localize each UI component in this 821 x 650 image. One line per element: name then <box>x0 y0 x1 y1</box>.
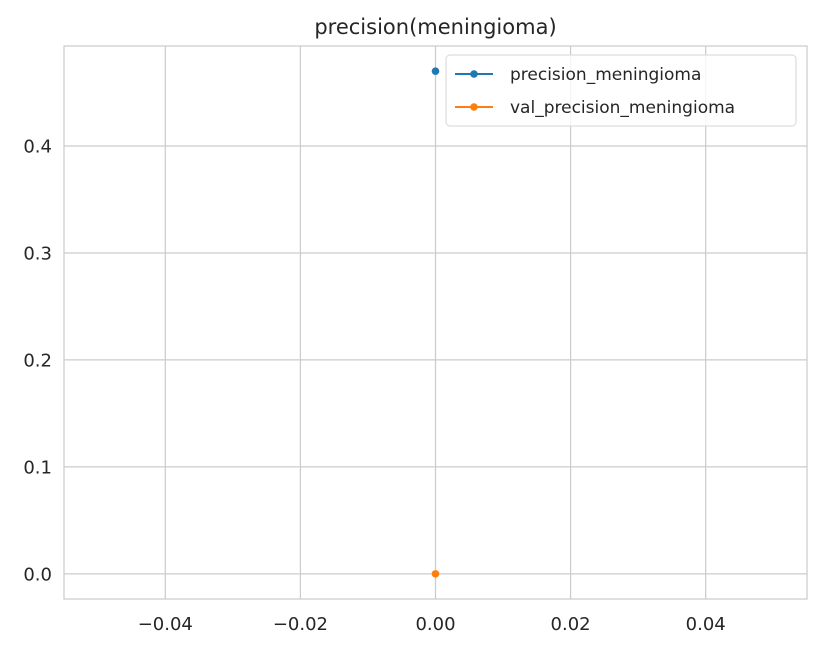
y-tick-label: 0.4 <box>23 137 52 158</box>
series-layer <box>431 67 440 578</box>
x-tick-label: −0.04 <box>138 614 193 635</box>
legend-marker-val_precision_meningioma <box>470 103 478 111</box>
plot-frame <box>63 45 808 600</box>
x-tick-label: 0.02 <box>551 614 591 635</box>
y-tick-label: 0.3 <box>23 243 52 264</box>
legend-marker-precision_meningioma <box>470 70 478 78</box>
y-axis-ticks: 0.0 0.1 0.2 0.3 0.4 <box>23 137 52 586</box>
legend: precision_meningioma val_precision_mening… <box>445 54 797 127</box>
data-point-precision_meningioma <box>431 67 440 75</box>
x-tick-label: 0.00 <box>415 614 455 635</box>
legend-label-val_precision_meningioma: val_precision_meningioma <box>510 98 735 118</box>
x-tick-label: 0.04 <box>686 614 726 635</box>
y-tick-label: 0.2 <box>23 350 52 371</box>
legend-box <box>445 54 797 127</box>
x-tick-label: −0.02 <box>273 614 328 635</box>
y-tick-label: 0.0 <box>23 564 52 585</box>
y-tick-label: 0.1 <box>23 457 52 478</box>
legend-label-precision_meningioma: precision_meningioma <box>510 65 701 85</box>
chart-title: precision(meningioma) <box>314 15 556 39</box>
x-axis-ticks: −0.04 −0.02 0.00 0.02 0.04 <box>138 614 726 635</box>
data-point-val_precision_meningioma <box>431 570 440 578</box>
